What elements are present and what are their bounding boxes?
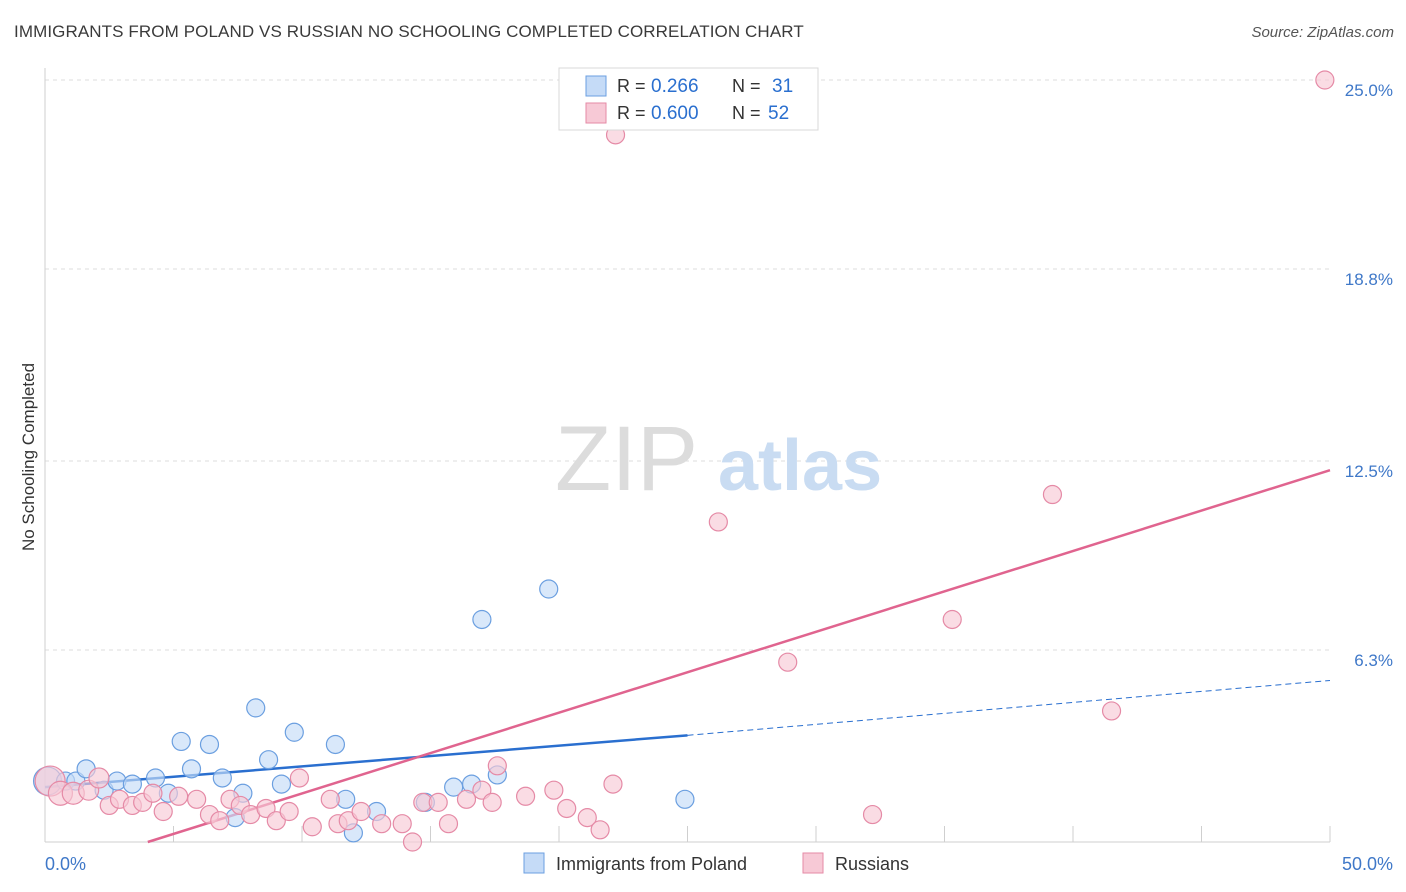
data-point xyxy=(181,759,202,779)
data-point xyxy=(456,789,477,809)
chart-title: IMMIGRANTS FROM POLAND VS RUSSIAN NO SCH… xyxy=(14,22,804,41)
data-point xyxy=(258,750,279,770)
stats-legend: R = 0.266 N = 31 R = 0.600 N = 52 xyxy=(558,67,819,131)
data-point xyxy=(279,801,299,822)
y-tick-label: 18.8% xyxy=(1345,270,1393,289)
trendline-poland xyxy=(44,734,688,789)
data-point xyxy=(212,768,232,788)
data-point xyxy=(577,808,597,828)
legend-swatch-poland xyxy=(523,852,545,874)
data-point xyxy=(289,768,310,788)
x-tick-label: 50.0% xyxy=(1342,854,1393,874)
y-tick-label: 25.0% xyxy=(1345,81,1393,100)
data-point xyxy=(107,771,127,791)
data-point xyxy=(482,792,502,812)
data-point xyxy=(539,579,559,599)
data-point xyxy=(590,820,610,840)
data-point xyxy=(246,698,266,718)
chart-source: Source: ZipAtlas.com xyxy=(1251,24,1394,41)
data-point xyxy=(778,652,798,672)
series-legend: Immigrants from Poland Russians xyxy=(523,852,909,874)
data-point xyxy=(428,792,448,812)
data-point xyxy=(351,801,371,822)
data-point xyxy=(557,798,577,819)
stats-r-value-russians: 0.600 xyxy=(651,103,699,124)
data-point xyxy=(862,804,883,825)
y-tick-label: 12.5% xyxy=(1345,462,1393,481)
y-axis-label: No Schooling Completed xyxy=(19,363,38,551)
data-point xyxy=(169,786,189,806)
legend-swatch-russians xyxy=(802,852,824,874)
axis-layer: 6.3% 12.5% 18.8% 25.0% 0.0% 50.0% xyxy=(44,68,1393,874)
data-point xyxy=(472,780,492,800)
data-point xyxy=(271,774,292,794)
data-point xyxy=(88,767,110,789)
data-point xyxy=(325,734,346,755)
data-point xyxy=(187,789,207,809)
series-russians xyxy=(34,70,1335,852)
data-point xyxy=(708,512,728,532)
data-point xyxy=(302,817,322,837)
watermark-atlas: atlas xyxy=(718,426,882,506)
stats-r-label-russians: R = xyxy=(617,103,646,123)
stats-n-label-russians: N = xyxy=(732,103,761,123)
data-point xyxy=(1101,701,1122,721)
data-point xyxy=(320,789,340,809)
data-point xyxy=(284,722,304,742)
data-point xyxy=(122,774,142,794)
stats-n-value-russians: 52 xyxy=(768,103,789,124)
data-point xyxy=(515,786,536,806)
legend-label-poland: Immigrants from Poland xyxy=(556,854,747,874)
stats-n-value-poland: 31 xyxy=(772,76,793,97)
grid-layer xyxy=(45,79,1330,651)
data-point xyxy=(402,832,423,852)
data-point xyxy=(603,774,623,794)
data-point xyxy=(199,734,220,755)
data-point xyxy=(544,780,564,800)
data-point xyxy=(153,801,173,822)
data-point xyxy=(1042,484,1063,505)
data-point xyxy=(438,814,459,834)
data-point xyxy=(171,731,191,752)
stats-n-label-poland: N = xyxy=(732,76,761,96)
data-point xyxy=(210,811,230,831)
watermark: ZIP atlas xyxy=(555,408,882,510)
trendline-poland-extension xyxy=(687,679,1331,736)
stats-swatch-poland xyxy=(585,75,607,97)
trendline-russians xyxy=(147,468,1331,844)
watermark-zip: ZIP xyxy=(555,408,698,510)
data-point xyxy=(143,783,163,803)
stats-r-value-poland: 0.266 xyxy=(651,76,699,97)
legend-label-russians: Russians xyxy=(835,854,909,874)
stats-r-label-poland: R = xyxy=(617,76,646,96)
data-point xyxy=(472,609,492,630)
data-point xyxy=(675,789,695,809)
x-tick-label: 0.0% xyxy=(45,854,86,874)
data-point xyxy=(487,756,507,776)
data-point xyxy=(1315,70,1335,90)
stats-swatch-russians xyxy=(585,102,607,124)
data-point xyxy=(372,814,392,834)
data-point xyxy=(392,814,412,834)
data-point xyxy=(942,609,962,630)
data-point xyxy=(256,798,276,819)
y-tick-label: 6.3% xyxy=(1354,651,1393,670)
points-layer xyxy=(32,70,1335,852)
